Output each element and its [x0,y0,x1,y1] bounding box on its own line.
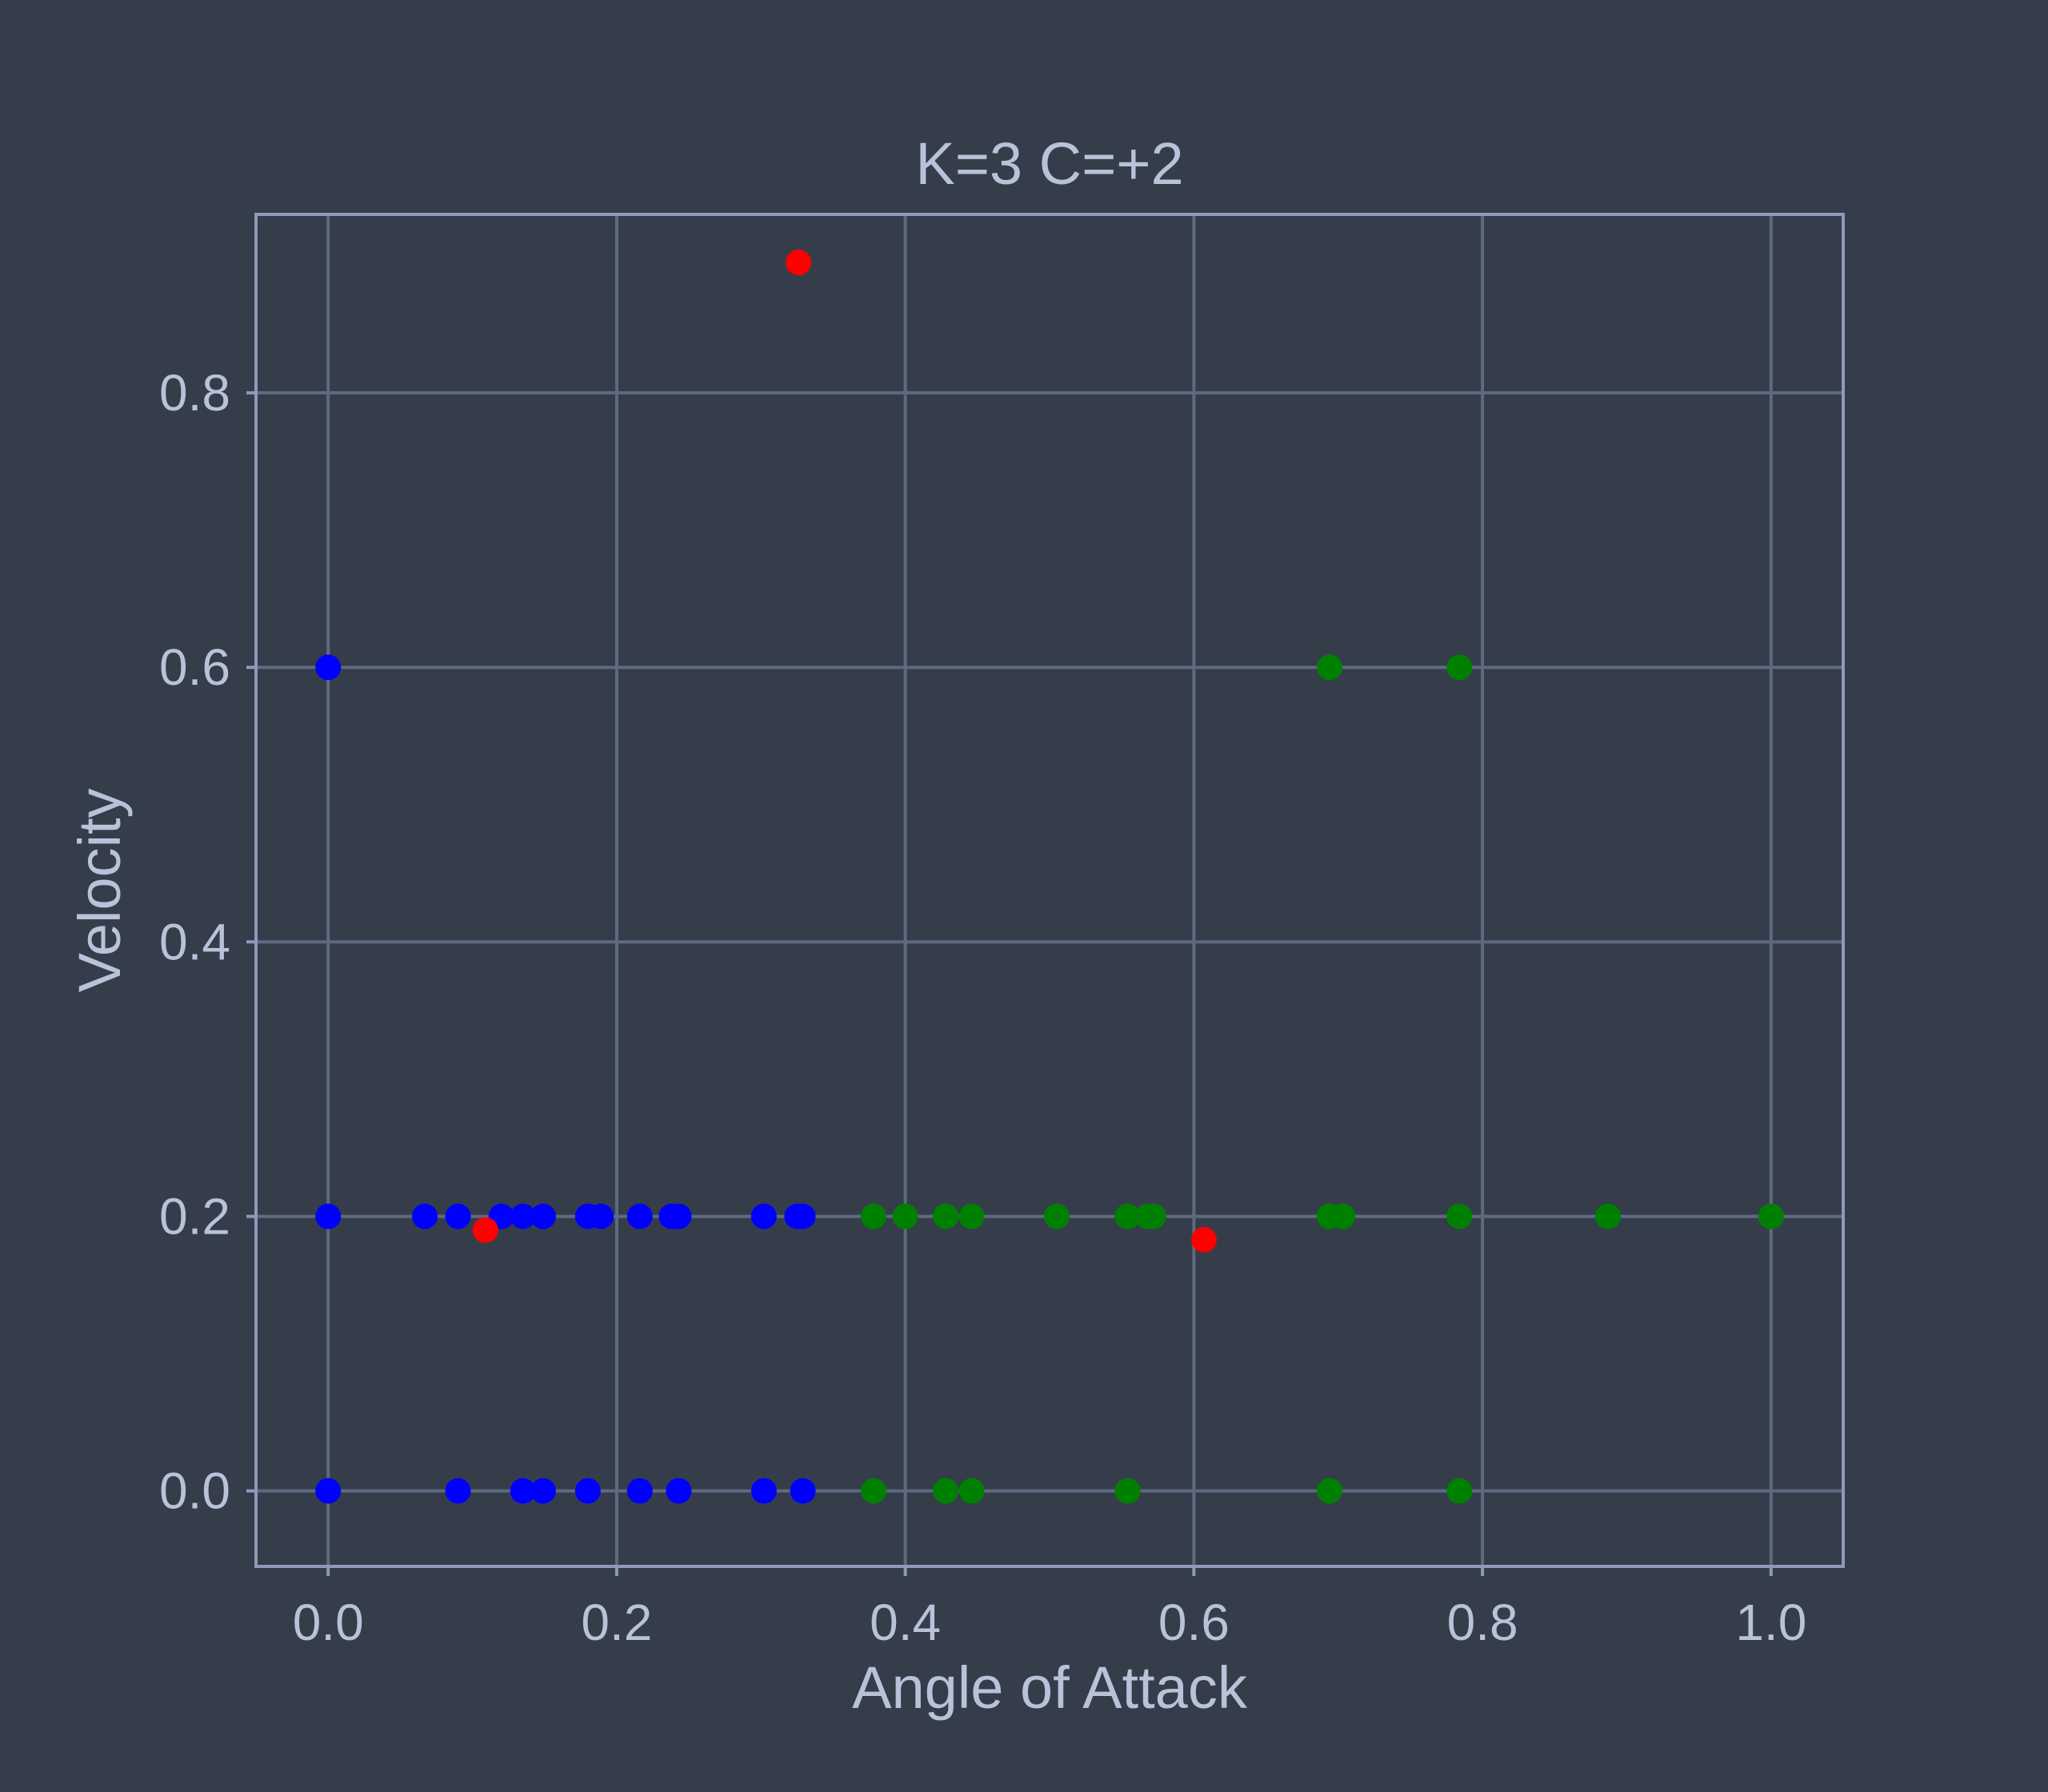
y-tick-label: 0.0 [159,1462,230,1520]
data-point [626,1478,653,1504]
data-point [510,1478,536,1504]
x-tick-label: 0.6 [1158,1594,1230,1651]
data-point [1595,1203,1622,1230]
data-point [1446,1203,1473,1230]
data-point [445,1203,471,1230]
x-tick-label: 1.0 [1735,1594,1806,1651]
data-point [933,1478,959,1504]
data-point [666,1203,692,1230]
y-tick-label: 0.6 [159,638,230,696]
data-point [790,1203,816,1230]
series-1 [860,654,1784,1504]
data-point [574,1478,601,1504]
x-tick-label: 0.8 [1447,1594,1518,1651]
data-point [315,1478,342,1504]
data-point [860,1203,886,1230]
data-point [1190,1226,1217,1253]
x-tick-label: 0.0 [293,1594,364,1651]
plot-frame [254,213,1845,1568]
data-point [472,1217,498,1243]
data-point [958,1478,985,1504]
chart-title: K=3 C=+2 [915,130,1183,197]
data-point [666,1478,692,1504]
data-point [530,1478,556,1504]
y-axis-title: Velocity [66,788,133,992]
x-tick-label: 0.4 [870,1594,941,1651]
data-point [530,1203,556,1230]
y-tick-label: 0.8 [159,364,230,422]
data-point [1114,1478,1141,1504]
y-tick-label: 0.4 [159,913,230,970]
data-point [1316,654,1342,681]
data-point [750,1203,777,1230]
data-point [445,1478,471,1504]
data-point [412,1203,438,1230]
grid-lines [256,214,1843,1566]
data-point [1114,1203,1141,1230]
data-point [1446,1478,1473,1504]
series-2 [472,250,1217,1253]
x-tick-label: 0.2 [581,1594,652,1651]
data-point [750,1478,777,1504]
series-0 [315,654,816,1504]
data-point [510,1203,536,1230]
data-point [1446,654,1473,681]
data-point [786,250,812,276]
x-axis-title: Angle of Attack [852,1654,1248,1721]
data-point [1316,1478,1342,1504]
data-point [626,1203,653,1230]
data-point [315,1203,342,1230]
data-point [790,1478,816,1504]
data-point [933,1203,959,1230]
data-point [315,654,342,681]
data-point [1330,1203,1356,1230]
data-point [958,1203,985,1230]
axis-ticks [246,391,1773,1576]
data-points [315,250,1784,1504]
data-point [860,1478,886,1504]
y-tick-label: 0.2 [159,1187,230,1245]
tick-labels: 0.0 0.2 0.4 0.6 0.8 1.0 0.0 0.2 0.4 0.6 0.8 [159,364,1806,1651]
data-point [588,1203,614,1230]
data-point [1140,1203,1166,1230]
data-point [892,1203,918,1230]
data-point [1758,1203,1784,1230]
data-point [1044,1203,1070,1230]
